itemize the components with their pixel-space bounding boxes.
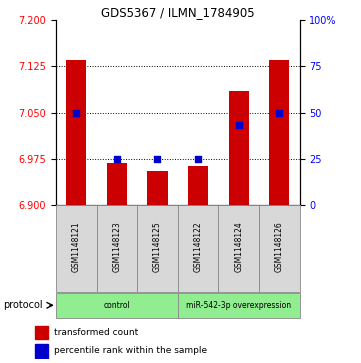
Bar [35,326,48,339]
Bar [66,60,86,205]
Bar [259,205,300,292]
Bar [218,205,259,292]
Text: control: control [104,301,130,310]
Bar [269,60,290,205]
Text: protocol: protocol [4,300,43,310]
Point [236,123,242,129]
Text: percentile rank within the sample: percentile rank within the sample [54,346,208,355]
Text: GSM1148125: GSM1148125 [153,221,162,272]
Point [114,156,120,162]
Bar [107,163,127,205]
Text: GSM1148126: GSM1148126 [275,221,284,272]
Text: GSM1148124: GSM1148124 [234,221,243,272]
Point [155,156,160,162]
Text: transformed count: transformed count [54,328,139,337]
Text: GSM1148122: GSM1148122 [193,221,203,272]
Text: GSM1148123: GSM1148123 [112,221,121,272]
Text: miR-542-3p overexpression: miR-542-3p overexpression [186,301,291,310]
Bar [178,205,218,292]
Bar [147,171,168,205]
Point [277,110,282,115]
Bar [188,166,208,205]
Point [73,110,79,115]
Text: GSM1148121: GSM1148121 [72,221,81,272]
Bar [35,344,48,358]
Bar [229,91,249,205]
Bar [178,293,300,318]
Bar [97,205,137,292]
Bar [137,205,178,292]
Title: GDS5367 / ILMN_1784905: GDS5367 / ILMN_1784905 [101,6,255,19]
Bar [56,293,178,318]
Point [195,156,201,162]
Bar [56,205,97,292]
